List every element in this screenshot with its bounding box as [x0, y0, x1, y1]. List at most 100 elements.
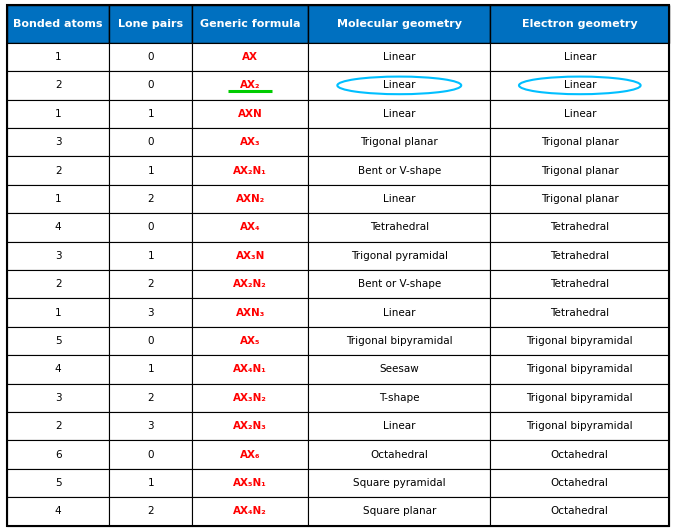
Bar [7, 128, 110, 157]
Bar [7, 270, 110, 298]
Bar [308, 100, 490, 128]
Bar [110, 298, 192, 327]
Bar [308, 270, 490, 298]
Text: AX₄: AX₄ [240, 222, 260, 233]
Text: Square planar: Square planar [362, 507, 436, 517]
Text: 5: 5 [55, 478, 62, 488]
Text: AX₃N₂: AX₃N₂ [233, 393, 267, 403]
Text: Generic formula: Generic formula [200, 19, 300, 29]
Text: Trigonal bipyramidal: Trigonal bipyramidal [527, 393, 633, 403]
Text: AX₂N₂: AX₂N₂ [233, 279, 267, 289]
Text: 0: 0 [147, 52, 154, 62]
Bar [110, 327, 192, 355]
Bar [192, 327, 308, 355]
Text: AX₆: AX₆ [240, 450, 260, 460]
Bar [7, 43, 110, 71]
Text: Square pyramidal: Square pyramidal [353, 478, 445, 488]
Text: Bonded atoms: Bonded atoms [14, 19, 103, 29]
Bar [110, 71, 192, 100]
Text: Trigonal pyramidal: Trigonal pyramidal [351, 251, 448, 261]
Bar [308, 128, 490, 157]
Bar [490, 298, 669, 327]
Text: AX₃N: AX₃N [235, 251, 265, 261]
Text: AXN₂: AXN₂ [236, 194, 265, 204]
Bar [192, 412, 308, 441]
Text: Trigonal bipyramidal: Trigonal bipyramidal [527, 364, 633, 374]
Bar [110, 384, 192, 412]
Bar [110, 242, 192, 270]
Bar [308, 441, 490, 469]
Bar [490, 185, 669, 213]
Text: 0: 0 [147, 80, 154, 90]
Text: 3: 3 [147, 307, 154, 318]
Text: Linear: Linear [383, 421, 416, 431]
Text: 1: 1 [55, 307, 62, 318]
Text: Trigonal planar: Trigonal planar [541, 137, 619, 147]
Bar [490, 355, 669, 384]
Text: Tetrahedral: Tetrahedral [370, 222, 429, 233]
Bar [7, 242, 110, 270]
Bar [308, 412, 490, 441]
Bar [7, 5, 110, 43]
Bar [308, 5, 490, 43]
Text: Linear: Linear [383, 80, 416, 90]
Text: 1: 1 [55, 52, 62, 62]
Bar [192, 242, 308, 270]
Text: Linear: Linear [383, 307, 416, 318]
Bar [490, 327, 669, 355]
Text: Linear: Linear [383, 52, 416, 62]
Text: 2: 2 [55, 421, 62, 431]
Bar [110, 100, 192, 128]
Bar [490, 71, 669, 100]
Bar [192, 213, 308, 242]
Bar [192, 298, 308, 327]
Text: 5: 5 [55, 336, 62, 346]
Bar [110, 469, 192, 498]
Bar [7, 100, 110, 128]
Bar [308, 213, 490, 242]
Text: 2: 2 [55, 80, 62, 90]
Bar [7, 213, 110, 242]
Bar [490, 213, 669, 242]
Bar [7, 384, 110, 412]
Text: Tetrahedral: Tetrahedral [550, 251, 609, 261]
Bar [110, 128, 192, 157]
Bar [308, 355, 490, 384]
Bar [192, 71, 308, 100]
Text: 4: 4 [55, 507, 62, 517]
Text: AX: AX [242, 52, 258, 62]
Text: AX₅: AX₅ [240, 336, 260, 346]
Text: 1: 1 [147, 251, 154, 261]
Text: AX₄N₂: AX₄N₂ [233, 507, 267, 517]
Bar [490, 412, 669, 441]
Text: Electron geometry: Electron geometry [522, 19, 637, 29]
Bar [490, 270, 669, 298]
Text: AXN: AXN [238, 109, 262, 119]
Text: Linear: Linear [383, 109, 416, 119]
Text: Seesaw: Seesaw [379, 364, 419, 374]
Text: Trigonal bipyramidal: Trigonal bipyramidal [346, 336, 453, 346]
Bar [192, 355, 308, 384]
Bar [308, 157, 490, 185]
Bar [308, 469, 490, 498]
Bar [308, 384, 490, 412]
Text: Linear: Linear [383, 194, 416, 204]
Text: AX₃: AX₃ [240, 137, 260, 147]
Text: Octahedral: Octahedral [551, 478, 609, 488]
Text: Trigonal bipyramidal: Trigonal bipyramidal [527, 421, 633, 431]
Bar [192, 100, 308, 128]
Text: 1: 1 [147, 364, 154, 374]
Text: 2: 2 [147, 194, 154, 204]
Text: 0: 0 [147, 137, 154, 147]
Bar [7, 498, 110, 526]
Bar [110, 213, 192, 242]
Bar [192, 128, 308, 157]
Bar [490, 5, 669, 43]
Bar [110, 355, 192, 384]
Bar [308, 185, 490, 213]
Bar [490, 498, 669, 526]
Text: AX₅N₁: AX₅N₁ [233, 478, 267, 488]
Text: Trigonal planar: Trigonal planar [541, 194, 619, 204]
Text: Tetrahedral: Tetrahedral [550, 307, 609, 318]
Bar [490, 469, 669, 498]
